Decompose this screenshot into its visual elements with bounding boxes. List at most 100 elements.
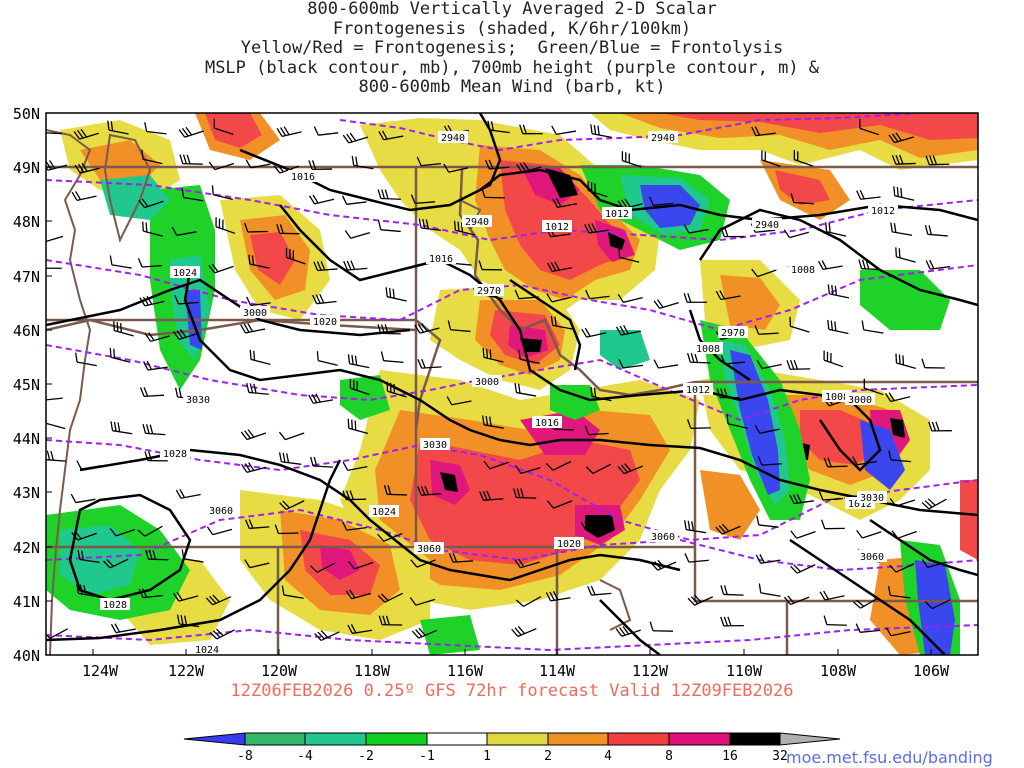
wind-barb <box>416 559 436 568</box>
wind-barb-flag <box>377 595 386 603</box>
wind-barb-flag <box>584 224 590 234</box>
wind-barb <box>864 387 884 396</box>
wind-barb <box>318 359 338 366</box>
wind-barb-flag <box>443 163 450 173</box>
wind-barb <box>761 363 782 370</box>
wind-barb-flag <box>240 324 247 334</box>
height-label: 3030 <box>857 491 887 504</box>
wind-barb-flag <box>511 628 519 637</box>
wind-barb <box>862 531 882 539</box>
wind-barb-flag <box>650 562 659 571</box>
wind-barb-flag <box>138 199 146 209</box>
wind-barb <box>214 127 234 136</box>
wind-barb-flag <box>245 519 250 529</box>
wind-barb-flag <box>649 621 654 631</box>
wind-barb-flag <box>827 457 832 467</box>
wind-barb <box>589 295 610 300</box>
wind-barb-flag <box>346 133 353 143</box>
wind-barb-flag <box>320 260 326 271</box>
wind-barb-flag <box>109 255 113 265</box>
wind-barb-flag <box>143 361 149 371</box>
wind-barb-flag <box>687 293 692 303</box>
wind-barb-flag <box>852 601 861 609</box>
wind-barb-flag <box>929 259 935 269</box>
wind-barb-flag <box>584 425 590 435</box>
wind-barb-flag <box>420 485 426 496</box>
wind-barb-flag <box>754 126 761 136</box>
wind-barb-flag <box>240 431 248 440</box>
wind-barb-flag <box>523 162 530 171</box>
wind-barb-flag <box>382 615 387 625</box>
wind-barb-flag <box>790 565 798 574</box>
wind-barb <box>895 499 916 507</box>
wind-barb-flag <box>276 128 283 137</box>
wind-barb-flag <box>77 550 81 560</box>
wind-barb-flag <box>247 322 254 332</box>
wind-barb-flag <box>796 493 802 503</box>
wind-barb-flag <box>754 325 760 335</box>
wind-barb-flag <box>715 290 722 300</box>
wind-barb-flag <box>206 526 214 535</box>
wind-barb-flag <box>410 559 418 568</box>
wind-barb-flag <box>354 355 358 366</box>
wind-barb <box>144 525 163 537</box>
svg-text:1028: 1028 <box>103 600 127 611</box>
height-labels: 2940 2940 2940 2940 2970 2970 3000 3000 … <box>183 131 887 563</box>
wind-barb-flag <box>249 349 252 360</box>
lat-label: 47N <box>13 268 40 286</box>
wind-barb-flag <box>520 488 525 498</box>
wind-barb-flag <box>786 360 791 370</box>
wind-barb-flag <box>687 352 691 363</box>
wind-barb-flag <box>615 326 622 336</box>
wind-barb-flag <box>215 628 224 637</box>
wind-barb <box>213 194 233 200</box>
wind-barb-flag <box>590 585 596 596</box>
wind-barb-flag <box>341 521 348 531</box>
wind-barb-flag <box>921 501 930 510</box>
wind-barb <box>653 202 674 207</box>
wind-barb-flag <box>893 223 897 233</box>
wind-barb-flag <box>887 585 892 596</box>
lon-label: 114W <box>539 662 576 680</box>
wind-barb <box>250 302 271 307</box>
wind-barb-flag <box>888 134 895 144</box>
wind-barb-flag <box>311 160 317 170</box>
wind-barb-flag <box>624 198 631 208</box>
svg-text:2970: 2970 <box>721 328 745 339</box>
wind-barb <box>214 162 235 171</box>
wind-barb-flag <box>46 161 52 170</box>
wind-barb <box>760 592 781 597</box>
wind-barb <box>551 296 572 303</box>
wind-barb-flag <box>819 591 826 601</box>
wind-barb-flag <box>924 224 929 235</box>
mslp-label: 1024 <box>170 266 200 279</box>
wind-barb-flag <box>173 331 180 340</box>
colorbar-label: -4 <box>297 749 313 764</box>
colorbar-bin <box>365 732 428 746</box>
svg-text:2940: 2940 <box>441 133 465 144</box>
wind-barb-flag <box>380 593 389 602</box>
wind-barb <box>484 196 505 199</box>
wind-barb-flag <box>489 349 492 360</box>
height-label: 2970 <box>718 326 748 339</box>
wind-barb-flag <box>825 222 828 232</box>
wind-barb-flag <box>146 295 153 305</box>
wind-barb-flag <box>139 297 146 307</box>
wind-barb-flag <box>181 187 185 198</box>
wind-barb <box>688 559 709 563</box>
wind-barb-flag <box>893 186 896 196</box>
title-line-5: 800-600mb Mean Wind (barb, kt) <box>358 77 666 98</box>
wind-barb <box>111 264 132 269</box>
wind-barb-flag <box>551 125 557 135</box>
mslp-label: 1020 <box>554 537 584 550</box>
wind-barb-flag <box>349 589 356 599</box>
mslp-label: 1008 <box>788 263 818 276</box>
wind-barb-flag <box>75 191 82 200</box>
wind-barb <box>897 530 917 539</box>
mslp-label: 1012 <box>868 204 898 217</box>
wind-barb-flag <box>415 629 423 638</box>
wind-barb <box>552 460 572 471</box>
wind-barb-flag <box>137 258 143 268</box>
colorbar-max-arrow <box>779 732 841 746</box>
